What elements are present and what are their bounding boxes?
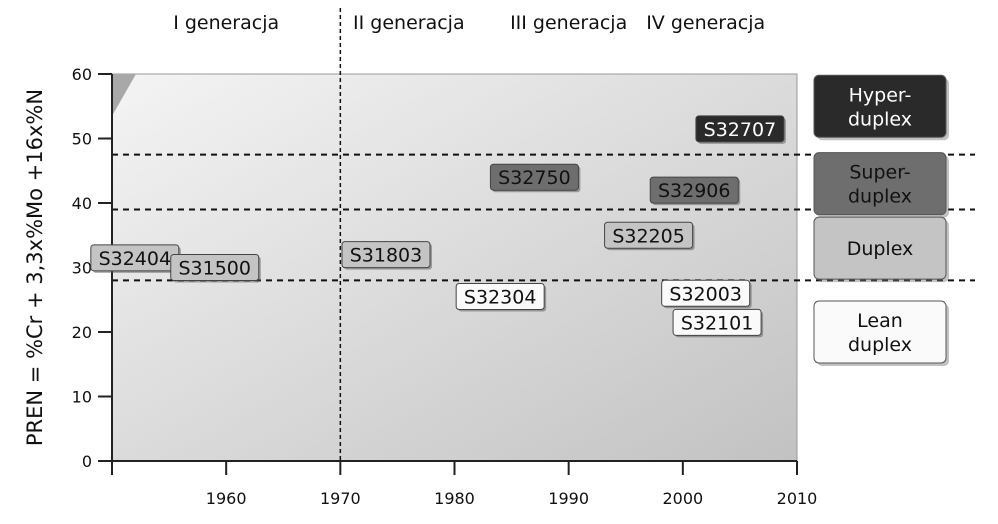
x-tick-label: 1990 (548, 489, 589, 508)
category-box-bg (813, 300, 947, 364)
generation-label: III generacja (510, 12, 627, 34)
y-tick-label: 30 (72, 259, 92, 278)
data-point-box (672, 308, 762, 336)
category-label: duplex (848, 108, 912, 130)
data-point-label: S31500 (178, 258, 251, 280)
data-point-box (695, 115, 785, 143)
data-point-label: S32205 (612, 225, 685, 247)
y-tick-label: 40 (72, 194, 92, 213)
data-point-box (455, 283, 545, 311)
data-point-s32404: S32404 (90, 244, 181, 273)
category-label: duplex (848, 186, 912, 208)
data-point-box (489, 163, 579, 191)
y-tick-label: 0 (82, 452, 92, 471)
data-point-label: S32404 (99, 248, 172, 270)
category-box-1: Super-duplex (813, 152, 949, 218)
generation-label: IV generacja (646, 12, 765, 34)
y-tick-label: 60 (72, 65, 92, 84)
data-point-box (661, 279, 751, 307)
data-point-box (649, 176, 739, 204)
generation-label: II generacja (353, 12, 465, 34)
data-point-s32205: S32205 (604, 221, 695, 251)
y-tick-label: 20 (72, 323, 92, 342)
data-point-label: S32101 (681, 312, 754, 334)
data-point-label: S32707 (704, 119, 777, 141)
category-label: Hyper- (849, 84, 912, 106)
category-box-0: Hyper-duplex (813, 74, 949, 141)
data-point-s32750: S32750 (489, 163, 581, 193)
category-label: Lean (857, 310, 903, 332)
plot-corner-highlight (112, 74, 136, 116)
data-point-label: S32003 (669, 283, 742, 305)
y-tick-label: 10 (72, 388, 92, 407)
category-box-2: Duplex (813, 216, 949, 283)
x-tick-label: 2000 (662, 489, 703, 508)
data-point-s31803: S31803 (341, 241, 432, 270)
data-point-s32003: S32003 (661, 279, 752, 309)
category-box-bg (813, 152, 947, 216)
data-point-label: S32906 (658, 180, 731, 202)
category-label: Duplex (847, 238, 914, 260)
category-label: Super- (849, 162, 910, 184)
generation-label: I generacja (173, 12, 279, 34)
category-box-bg (813, 74, 947, 138)
data-point-label: S32750 (498, 167, 571, 189)
data-point-box (604, 221, 694, 249)
data-point-s32304: S32304 (455, 283, 547, 312)
x-tick-label: 1980 (434, 489, 475, 508)
data-point-box (341, 241, 431, 269)
x-tick-label: 1970 (320, 489, 361, 508)
y-tick-label: 50 (72, 130, 92, 149)
category-label: duplex (848, 334, 912, 356)
data-point-label: S32304 (464, 287, 537, 309)
x-tick-label: 2010 (777, 489, 818, 508)
y-axis-label: PREN = %Cr + 3,3x%Mo +16x%N (23, 89, 47, 446)
data-point-label: S31803 (350, 245, 423, 267)
data-point-s32906: S32906 (649, 176, 741, 206)
data-point-box (170, 254, 260, 281)
x-tick-label: 1960 (206, 489, 247, 508)
data-point-s31500: S31500 (170, 254, 261, 283)
data-point-s32101: S32101 (672, 308, 764, 338)
category-box-bg (813, 216, 947, 280)
data-point-s32707: S32707 (695, 115, 786, 144)
